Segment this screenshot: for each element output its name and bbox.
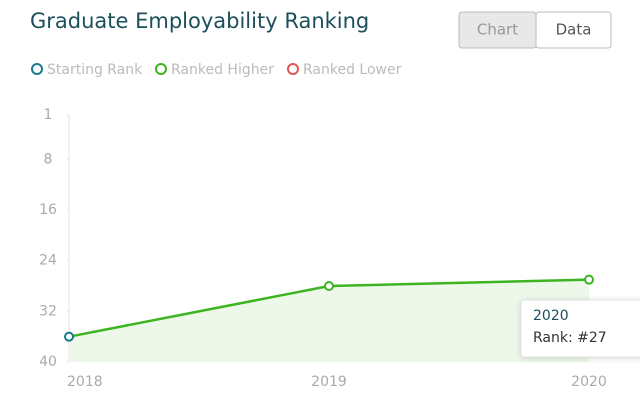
- area: [69, 279, 589, 362]
- legend-label[interactable]: Ranked Higher: [171, 62, 274, 78]
- y-tick-label: 1: [44, 107, 53, 123]
- tooltip-title: 2020: [533, 308, 569, 324]
- tooltip: 2020 Rank: #27: [520, 299, 640, 358]
- x-tick-label: 2020: [571, 374, 607, 390]
- tooltip-text: Rank: #27: [533, 330, 607, 346]
- point[interactable]: [64, 331, 74, 342]
- y-tick-label: 24: [39, 253, 57, 269]
- y-tick-label: 8: [44, 151, 53, 167]
- chart-title: Graduate Employability Ranking: [30, 9, 369, 33]
- x-tick-label: 2019: [311, 374, 347, 390]
- legend-marker[interactable]: [155, 63, 167, 75]
- y-tick-label: 32: [39, 303, 57, 319]
- legend-label[interactable]: Ranked Lower: [303, 62, 402, 78]
- legend-marker[interactable]: [287, 63, 299, 75]
- point[interactable]: [584, 274, 594, 285]
- tab-label[interactable]: Chart: [477, 21, 518, 39]
- point[interactable]: [324, 281, 334, 291]
- y-tick-label: 16: [39, 202, 57, 218]
- tab-button[interactable]: [535, 11, 612, 49]
- tab-label[interactable]: Data: [556, 21, 592, 39]
- legend-label[interactable]: Starting Rank: [47, 62, 143, 78]
- x-tick-label: 2018: [67, 374, 103, 390]
- tooltip-box: [520, 299, 640, 358]
- y-tick-label: 40: [39, 354, 57, 370]
- legend-marker[interactable]: [31, 63, 43, 75]
